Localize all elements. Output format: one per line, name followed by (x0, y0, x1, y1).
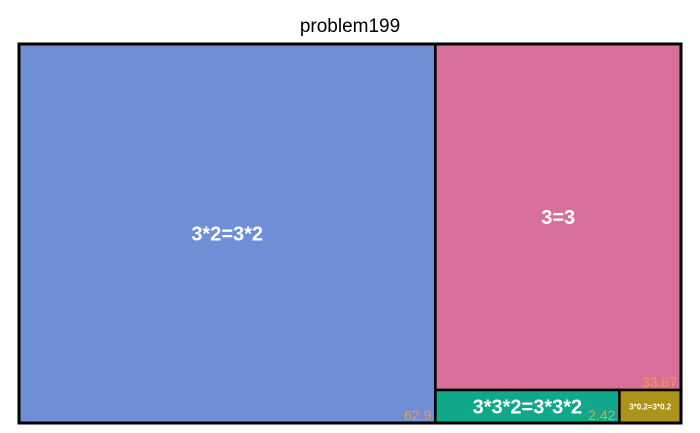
treemap-frame (17, 42, 683, 425)
chart-title: problem199 (299, 16, 401, 37)
treemap-cell-label-0: 3*2=3*2 (191, 224, 263, 246)
treemap-cell-value-2: 2.42 (588, 407, 615, 423)
treemap-cell-label-2: 3*3*2=3*3*2 (473, 397, 583, 419)
treemap-cell-value-0: 62.9 (404, 407, 431, 423)
treemap-cell-label-3: 3*0.2=3*0.2 (629, 402, 672, 411)
treemap-cell-value-1: 33.87 (642, 374, 677, 390)
treemap-cells: 3*2=3*2 62.9 3=3 33.87 3*3*2=3*3*2 2.42 3*0.2=… (17, 42, 683, 425)
treemap-cell-label-1: 3=3 (541, 207, 575, 229)
